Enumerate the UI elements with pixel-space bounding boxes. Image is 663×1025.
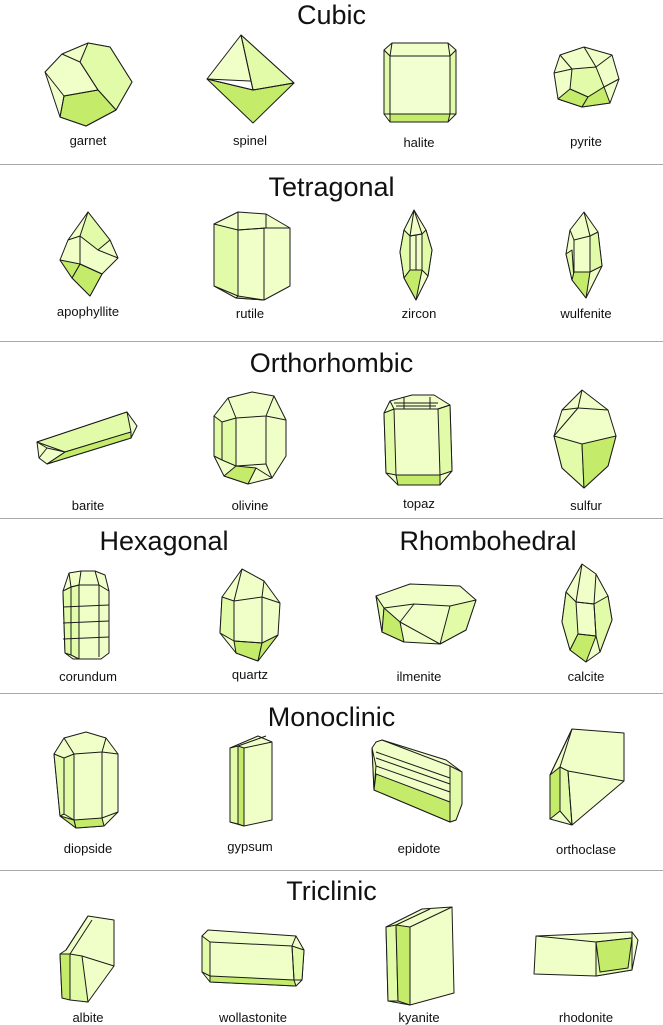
mineral-label-wulfenite: wulfenite — [560, 306, 612, 321]
crystal-apophyllite — [59, 211, 119, 297]
mineral-label-calcite: calcite — [567, 669, 605, 684]
mineral-label-rutile: rutile — [235, 306, 265, 321]
crystal-pyrite — [553, 46, 620, 108]
mineral-label-barite: barite — [71, 498, 105, 513]
crystal-sulfur — [553, 389, 617, 489]
crystal-diopside — [53, 731, 119, 829]
mineral-label-wollastonite: wollastonite — [219, 1010, 287, 1025]
section-divider — [0, 164, 663, 165]
crystal-corundum — [62, 570, 110, 660]
crystal-olivine — [213, 391, 287, 485]
mineral-label-epidote: epidote — [397, 841, 441, 856]
section-title-monoclinic: Monoclinic — [267, 702, 396, 732]
crystal-zircon — [399, 209, 433, 301]
mineral-label-topaz: topaz — [403, 496, 435, 511]
section-title-orthorhombic: Orthorhombic — [249, 348, 414, 378]
crystal-wulfenite — [565, 211, 603, 299]
section-title-triclinic: Triclinic — [286, 876, 377, 906]
mineral-label-gypsum: gypsum — [227, 839, 273, 854]
crystal-kyanite — [385, 906, 455, 1006]
crystal-quartz — [219, 568, 281, 662]
section-title-tetragonal: Tetragonal — [268, 172, 395, 202]
mineral-label-corundum: corundum — [59, 669, 117, 684]
crystal-spinel — [206, 34, 295, 124]
mineral-label-apophyllite: apophyllite — [56, 304, 120, 319]
section-divider — [0, 870, 663, 871]
mineral-label-orthoclase: orthoclase — [556, 842, 616, 857]
section-divider — [0, 341, 663, 342]
mineral-label-pyrite: pyrite — [570, 134, 602, 149]
crystal-albite — [59, 915, 115, 1003]
crystal-topaz — [383, 394, 453, 486]
crystal-orthoclase — [549, 728, 625, 826]
mineral-label-diopside: diopside — [63, 841, 113, 856]
crystal-rhodonite — [533, 931, 639, 977]
crystal-calcite — [561, 563, 613, 663]
section-title-hexagonal: Hexagonal — [99, 526, 229, 556]
mineral-label-garnet: garnet — [69, 133, 107, 148]
section-divider — [0, 518, 663, 519]
section-title-rhombohedral: Rhombohedral — [399, 526, 577, 556]
mineral-label-olivine: olivine — [231, 498, 269, 513]
mineral-label-halite: halite — [403, 135, 435, 150]
crystal-barite — [36, 411, 138, 465]
section-divider — [0, 693, 663, 694]
crystal-epidote — [371, 739, 463, 823]
crystal-ilmenite — [375, 583, 477, 645]
mineral-label-zircon: zircon — [401, 306, 437, 321]
mineral-label-spinel: spinel — [233, 133, 267, 148]
crystal-garnet — [44, 42, 133, 127]
crystal-rutile — [213, 211, 291, 301]
crystal-wollastonite — [201, 929, 305, 987]
crystal-gypsum — [229, 735, 273, 827]
mineral-label-kyanite: kyanite — [398, 1010, 440, 1025]
mineral-label-sulfur: sulfur — [570, 498, 602, 513]
mineral-label-ilmenite: ilmenite — [396, 669, 442, 684]
crystal-halite — [383, 42, 457, 123]
mineral-label-quartz: quartz — [231, 667, 269, 682]
mineral-label-albite: albite — [72, 1010, 104, 1025]
mineral-label-rhodonite: rhodonite — [558, 1010, 614, 1025]
section-title-cubic: Cubic — [296, 0, 367, 30]
